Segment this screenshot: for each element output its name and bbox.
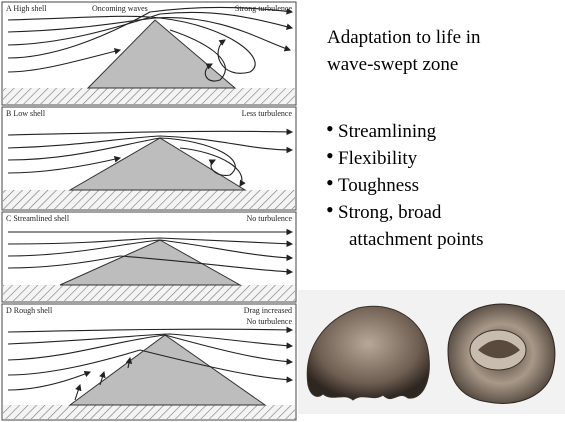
bullet-text: Toughness [338, 175, 420, 196]
title-line: wave-swept zone [327, 54, 459, 75]
panel-note: Strong turbulence [235, 4, 293, 13]
flow-diagram: A High shell Oncoming waves Strong turbu… [1, 1, 297, 421]
bullet: Toughness [326, 169, 492, 199]
bullet: Streamlining [326, 115, 492, 145]
shell-photos [298, 290, 565, 414]
bullet-text: Strong, broad attachment points [338, 202, 484, 250]
bullet-text: Flexibility [338, 148, 418, 169]
panel-label: C Streamlined shell [6, 214, 70, 223]
panel-note: No turbulence [246, 317, 292, 326]
ground [3, 88, 295, 419]
panel-note: Drag increased [244, 306, 292, 315]
shells [59, 19, 267, 406]
flow-lines [7, 6, 294, 401]
bullet: Strong, broad attachment points [326, 196, 492, 253]
panel-label: B Low shell [6, 109, 46, 118]
panel-note: Oncoming waves [92, 4, 148, 13]
panel-note: No turbulence [246, 214, 292, 223]
bullet: Flexibility [326, 142, 492, 172]
panel-frames [1, 1, 297, 421]
panel-label: A High shell [6, 4, 47, 13]
bullet-text: Streamlining [338, 121, 437, 142]
bullet-list: Streamlining Flexibility Toughness Stron… [326, 115, 492, 253]
slide-title: Adaptation to life in wave-swept zone [327, 24, 481, 78]
panel-label: D Rough shell [6, 306, 53, 315]
panel-note: Less turbulence [242, 109, 293, 118]
title-line: Adaptation to life in [327, 27, 481, 48]
